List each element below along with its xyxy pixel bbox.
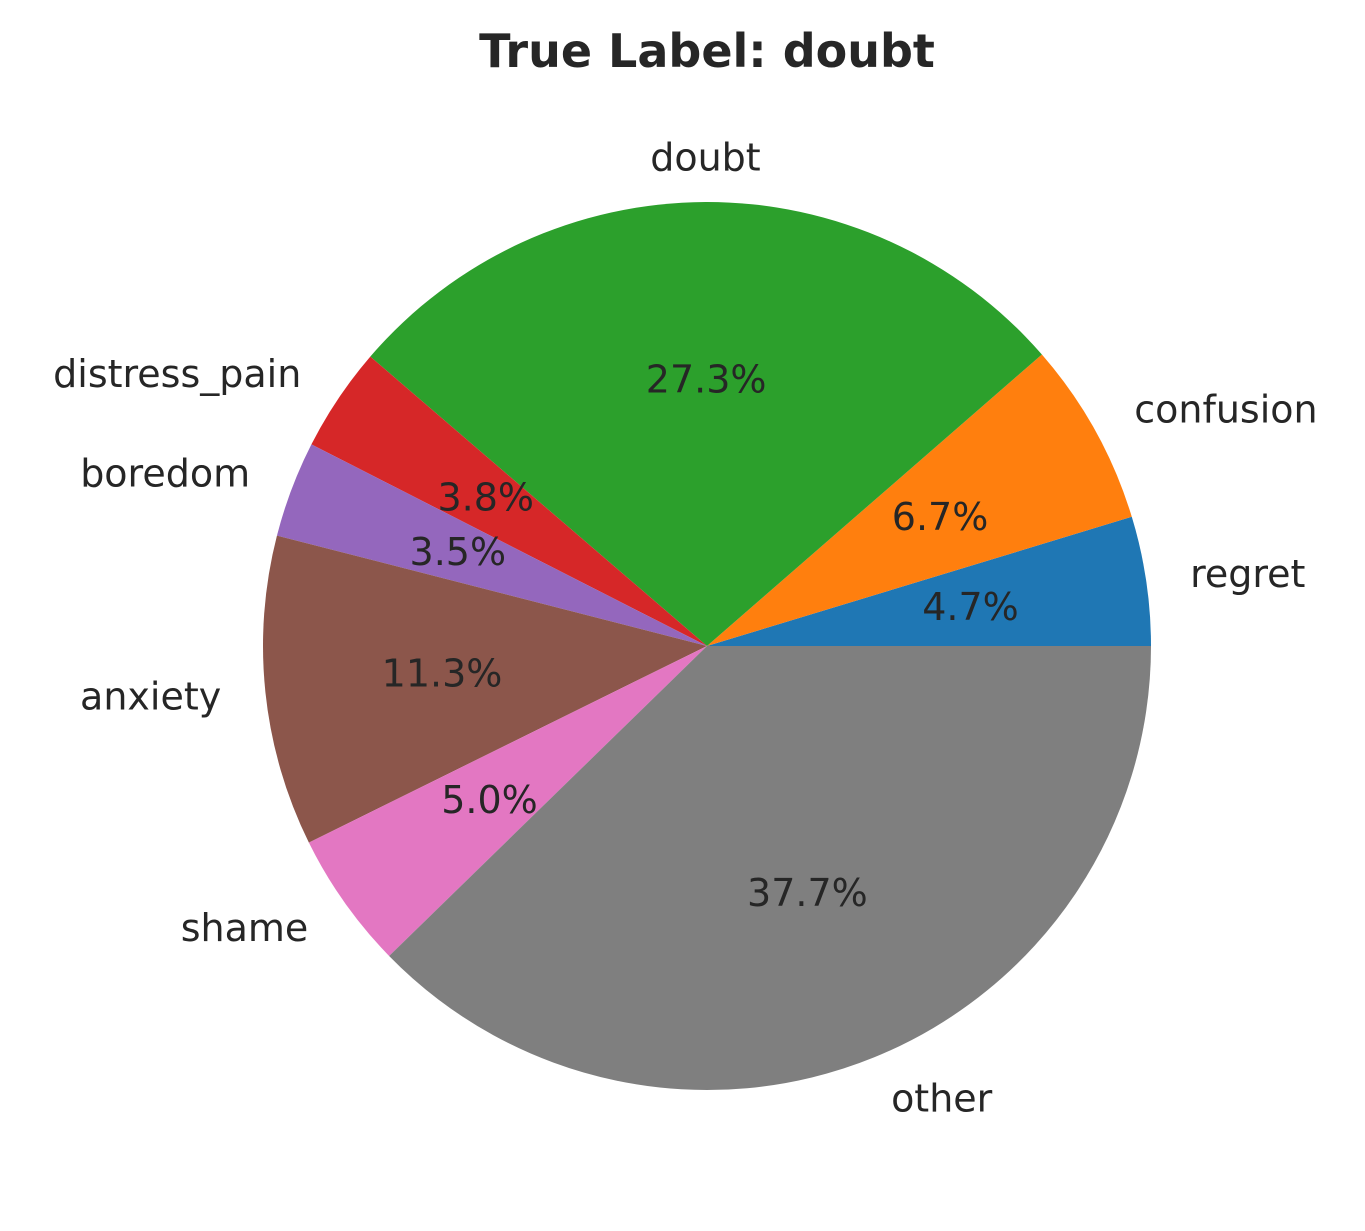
pie-slice-confusion (707, 354, 1132, 646)
slice-percent-shame: 5.0% (441, 778, 538, 822)
slice-label-regret: regret (1190, 552, 1305, 596)
slice-percent-distress-pain: 3.8% (437, 476, 534, 520)
slice-percent-other: 37.7% (747, 871, 868, 915)
pie-slices (263, 202, 1151, 1090)
chart-title: True Label: doubt (479, 24, 935, 78)
slice-label-doubt: doubt (650, 136, 760, 180)
pie-slice-boredom (276, 444, 707, 646)
slice-label-distress-pain: distress_pain (53, 352, 301, 396)
slice-label-shame: shame (181, 906, 309, 950)
slice-label-other: other (891, 1076, 993, 1120)
pie-slice-regret (707, 516, 1151, 646)
slice-percent-doubt: 27.3% (646, 358, 767, 402)
pie-slice-distress-pain (311, 356, 707, 646)
pie-labels: regret 4.7% confusion 6.7% doubt 27.3% distres… (53, 136, 1317, 1121)
pie-slice-shame (308, 646, 707, 956)
slice-label-boredom: boredom (80, 451, 250, 495)
slice-label-confusion: confusion (1134, 387, 1317, 431)
pie-slice-other (389, 646, 1151, 1090)
slice-percent-boredom: 3.5% (410, 530, 507, 574)
slice-label-anxiety: anxiety (80, 675, 221, 719)
slice-percent-anxiety: 11.3% (382, 652, 503, 696)
pie-slice-doubt (370, 202, 1042, 647)
slice-percent-confusion: 6.7% (892, 495, 989, 539)
slice-percent-regret: 4.7% (922, 585, 1019, 629)
pie-slice-anxiety (263, 535, 707, 843)
